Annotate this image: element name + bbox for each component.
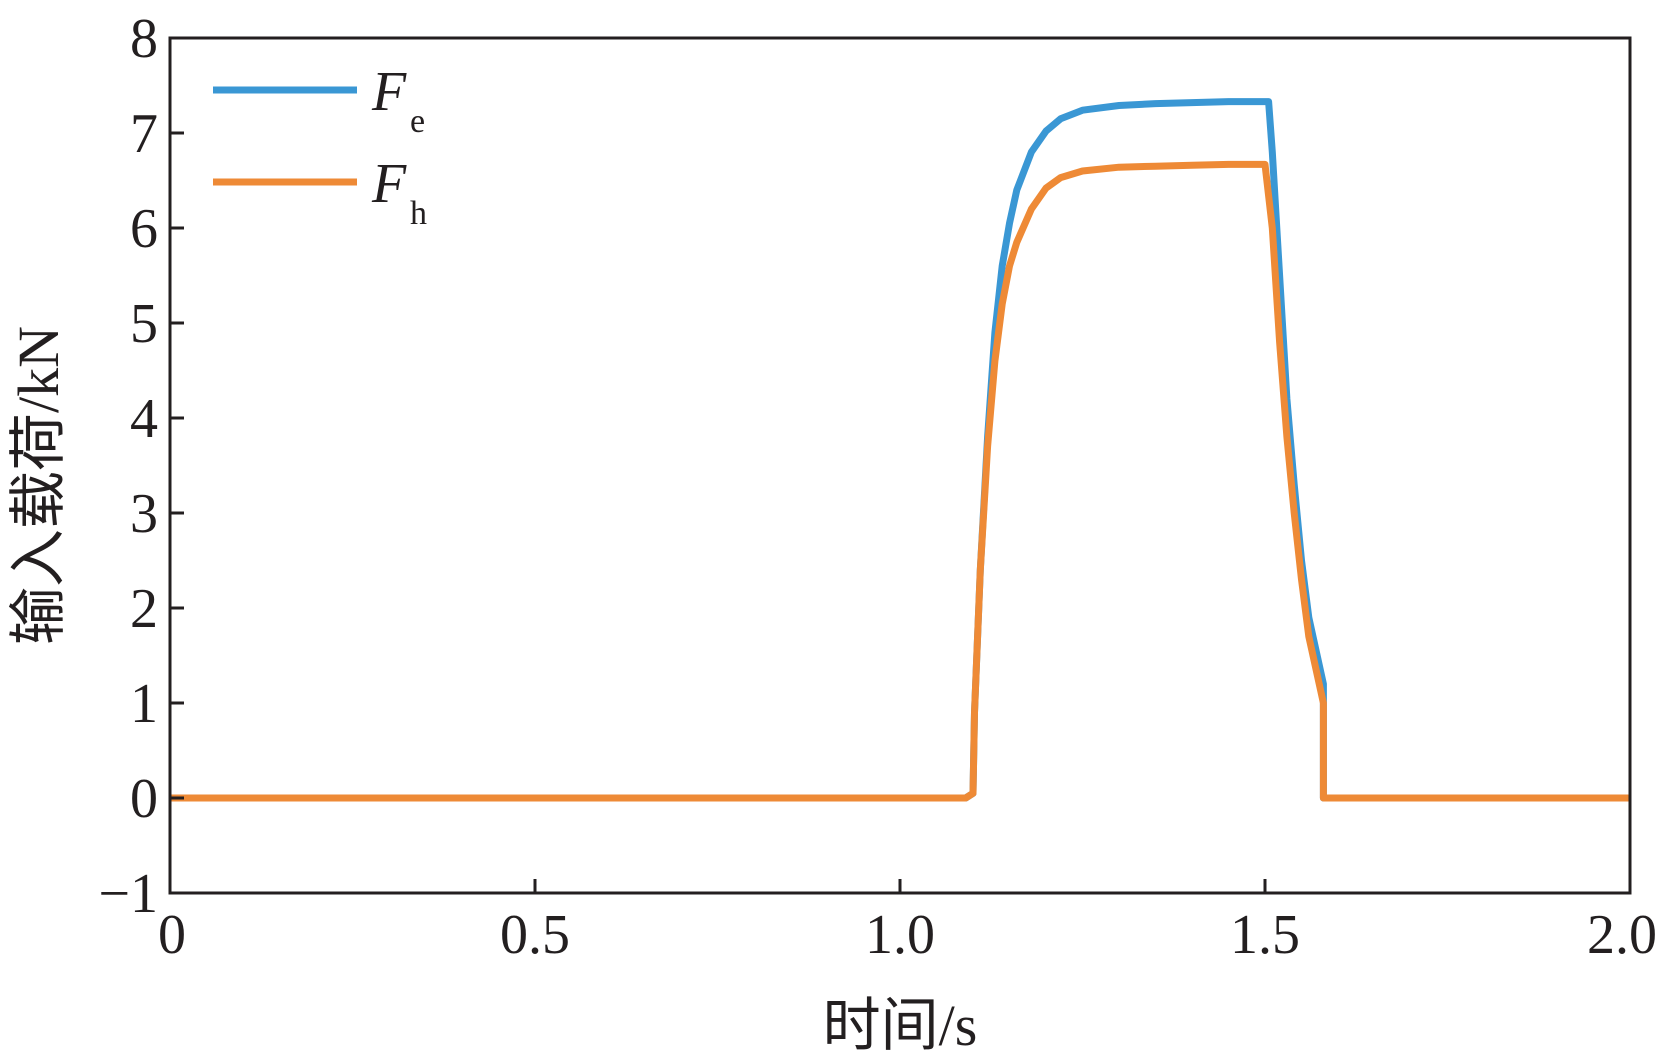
y-tick-label: 0 xyxy=(130,768,158,830)
y-tick-label: 7 xyxy=(130,103,158,165)
y-tick-label: 1 xyxy=(130,673,158,735)
y-tick-label: −1 xyxy=(98,863,158,925)
y-tick-label: 6 xyxy=(130,198,158,260)
legend-label-fh: F xyxy=(371,153,407,215)
x-tick-label: 1.5 xyxy=(1230,904,1300,966)
y-axis-label: 输入载荷/kN xyxy=(6,326,71,645)
y-tick-label: 2 xyxy=(130,578,158,640)
legend-subscript-h: h xyxy=(410,195,427,232)
y-tick-label: 4 xyxy=(130,388,158,450)
series-line-fh xyxy=(170,160,1630,802)
x-axis: 0 0.5 1.0 1.5 2.0 xyxy=(158,879,1657,966)
x-tick-label: 1.0 xyxy=(865,904,935,966)
y-tick-label: 5 xyxy=(130,293,158,355)
legend-label-fe: F xyxy=(371,61,407,123)
y-axis: −1 0 1 2 3 4 5 6 7 8 xyxy=(98,8,184,925)
y-tick-label: 3 xyxy=(130,483,158,545)
legend-subscript-e: e xyxy=(410,103,425,140)
x-tick-label: 2.0 xyxy=(1587,904,1657,966)
x-tick-label: 0 xyxy=(158,904,186,966)
x-tick-label: 0.5 xyxy=(500,904,570,966)
y-tick-label: 8 xyxy=(130,8,158,70)
x-axis-label: 时间/s xyxy=(823,993,978,1058)
